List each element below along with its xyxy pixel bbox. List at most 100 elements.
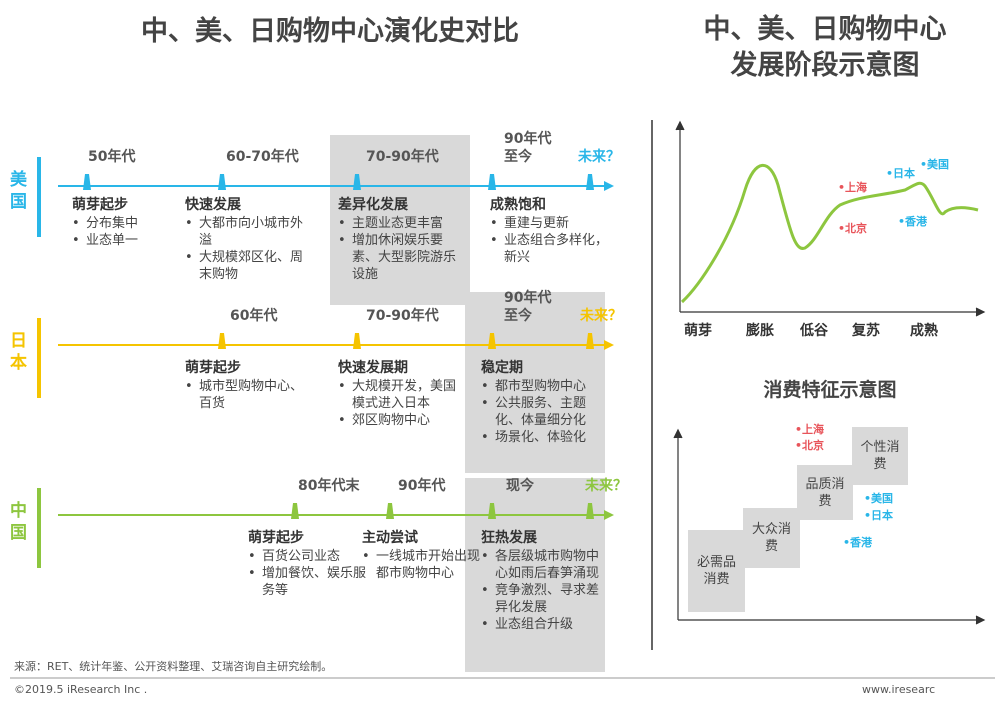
right-title-line: 中、美、日购物中心 [703, 14, 947, 45]
stage: 稳定期都市型购物中心公共服务、主题化、体量细分化场景化、体验化 [481, 360, 609, 446]
marker [586, 174, 594, 190]
marker [353, 333, 361, 349]
consumption-axes [673, 428, 986, 625]
row-label: 日本 [10, 331, 27, 373]
stage-point: 都市型购物中心 [481, 378, 609, 395]
period-label: 现今 [506, 478, 534, 494]
marker [488, 174, 496, 190]
stage-point: 城市型购物中心、百货 [185, 378, 313, 412]
stage-point: 百货公司业态 [248, 548, 376, 565]
stage: 快速发展期大规模开发，美国模式进入日本郊区购物中心 [338, 360, 466, 429]
consumption-title: 消费特征示意图 [763, 379, 897, 401]
stage-points: 主题业态更丰富增加休闲娱乐要素、大型影院游乐设施 [338, 215, 466, 283]
period-label: 60年代 [230, 308, 278, 324]
stage: 成熟饱和重建与更新业态组合多样化，新兴 [490, 197, 618, 266]
row-label: 美国 [10, 170, 27, 212]
stage-points: 分布集中业态单一 [72, 215, 200, 249]
marker [586, 333, 594, 349]
stage-point: 大规模郊区化、周末购物 [185, 249, 313, 283]
x-label: 萌芽 [684, 323, 712, 339]
stage: 狂热发展各层级城市购物中心如雨后春笋涌现竞争激烈、寻求差异化发展业态组合升级 [481, 530, 609, 633]
period-label: 90年代 至今 [504, 131, 552, 165]
stage-curve [680, 163, 979, 304]
stage-title: 差异化发展 [338, 197, 408, 213]
marker [488, 503, 496, 519]
stage-point: 场景化、体验化 [481, 429, 609, 446]
source: 来源：RET、统计年鉴、公开资料整理、艾瑞咨询自主研究绘制。 [14, 660, 333, 673]
city-label: 日本 [864, 507, 893, 523]
city-label: 北京 [838, 220, 867, 236]
city-label: 上海 [795, 421, 824, 437]
stage-point: 郊区购物中心 [338, 412, 466, 429]
stage-title: 快速发展 [185, 197, 241, 213]
step-box: 大众消费 [743, 508, 800, 568]
stage-points: 城市型购物中心、百货 [185, 378, 313, 412]
stage-point: 各层级城市购物中心如雨后春笋涌现 [481, 548, 609, 582]
city-label: 美国 [864, 490, 893, 506]
stage-point: 一线城市开始出现都市购物中心 [362, 548, 490, 582]
stage-title: 萌芽起步 [248, 530, 304, 546]
period-label: 70-90年代 [366, 308, 439, 324]
stage-point: 主题业态更丰富 [338, 215, 466, 232]
period-label: 未来？ [580, 308, 622, 324]
row-bar [37, 157, 41, 237]
period-label: 80年代末 [298, 478, 360, 494]
row-bar [37, 488, 41, 568]
stage-point: 增加休闲娱乐要素、大型影院游乐设施 [338, 232, 466, 283]
stage-points: 百货公司业态增加餐饮、娱乐服务等 [248, 548, 376, 599]
marker [291, 503, 299, 519]
arrow [604, 181, 614, 191]
marker [488, 333, 496, 349]
period-label: 70-90年代 [366, 149, 439, 165]
city-label: 日本 [886, 165, 915, 181]
stage: 萌芽起步城市型购物中心、百货 [185, 360, 313, 412]
city-label: 上海 [838, 179, 867, 195]
x-label: 成熟 [910, 323, 938, 339]
marker [386, 503, 394, 519]
stage: 主动尝试一线城市开始出现都市购物中心 [362, 530, 490, 582]
stage-title: 萌芽起步 [72, 197, 128, 213]
arrow [604, 510, 614, 520]
right-title-line: 发展阶段示意图 [730, 50, 920, 81]
period-label: 50年代 [88, 149, 136, 165]
stage-point: 大规模开发，美国模式进入日本 [338, 378, 466, 412]
title: 中、美、日购物中心演化史对比 [141, 16, 519, 47]
x-label: 膨胀 [746, 323, 774, 339]
step-box: 个性消费 [852, 427, 908, 485]
stage-point: 增加餐饮、娱乐服务等 [248, 565, 376, 599]
stage-points: 各层级城市购物中心如雨后春笋涌现竞争激烈、寻求差异化发展业态组合升级 [481, 548, 609, 633]
stage-points: 都市型购物中心公共服务、主题化、体量细分化场景化、体验化 [481, 378, 609, 446]
stage-points: 大规模开发，美国模式进入日本郊区购物中心 [338, 378, 466, 429]
city-label: 香港 [898, 213, 927, 229]
stage-title: 稳定期 [481, 360, 523, 376]
stage-point: 大都市向小城市外溢 [185, 215, 313, 249]
stage-points: 重建与更新业态组合多样化，新兴 [490, 215, 618, 266]
stage-title: 成熟饱和 [490, 197, 546, 213]
row-label: 中国 [10, 501, 27, 543]
stage-point: 业态组合多样化，新兴 [490, 232, 618, 266]
period-label: 90年代 [398, 478, 446, 494]
stage: 萌芽起步分布集中业态单一 [72, 197, 200, 249]
period-label: 90年代 至今 [504, 290, 552, 324]
step-box: 品质消费 [797, 465, 853, 520]
stage: 萌芽起步百货公司业态增加餐饮、娱乐服务等 [248, 530, 376, 599]
marker [218, 174, 226, 190]
stage-point: 业态组合升级 [481, 616, 609, 633]
stage-point: 竞争激烈、寻求差异化发展 [481, 582, 609, 616]
copyright: ©2019.5 iResearch Inc . [14, 683, 148, 696]
period-label: 未来？ [578, 149, 620, 165]
x-label: 低谷 [800, 323, 828, 339]
stage: 差异化发展主题业态更丰富增加休闲娱乐要素、大型影院游乐设施 [338, 197, 466, 283]
row-bar [37, 318, 41, 398]
stage: 快速发展大都市向小城市外溢大规模郊区化、周末购物 [185, 197, 313, 283]
stage-title: 狂热发展 [481, 530, 537, 546]
period-label: 60-70年代 [226, 149, 299, 165]
website: www.iresearc [862, 683, 936, 696]
x-label: 复苏 [852, 323, 880, 339]
marker [353, 174, 361, 190]
city-label: 香港 [843, 534, 872, 550]
stage-point: 公共服务、主题化、体量细分化 [481, 395, 609, 429]
stage-point: 分布集中 [72, 215, 200, 232]
